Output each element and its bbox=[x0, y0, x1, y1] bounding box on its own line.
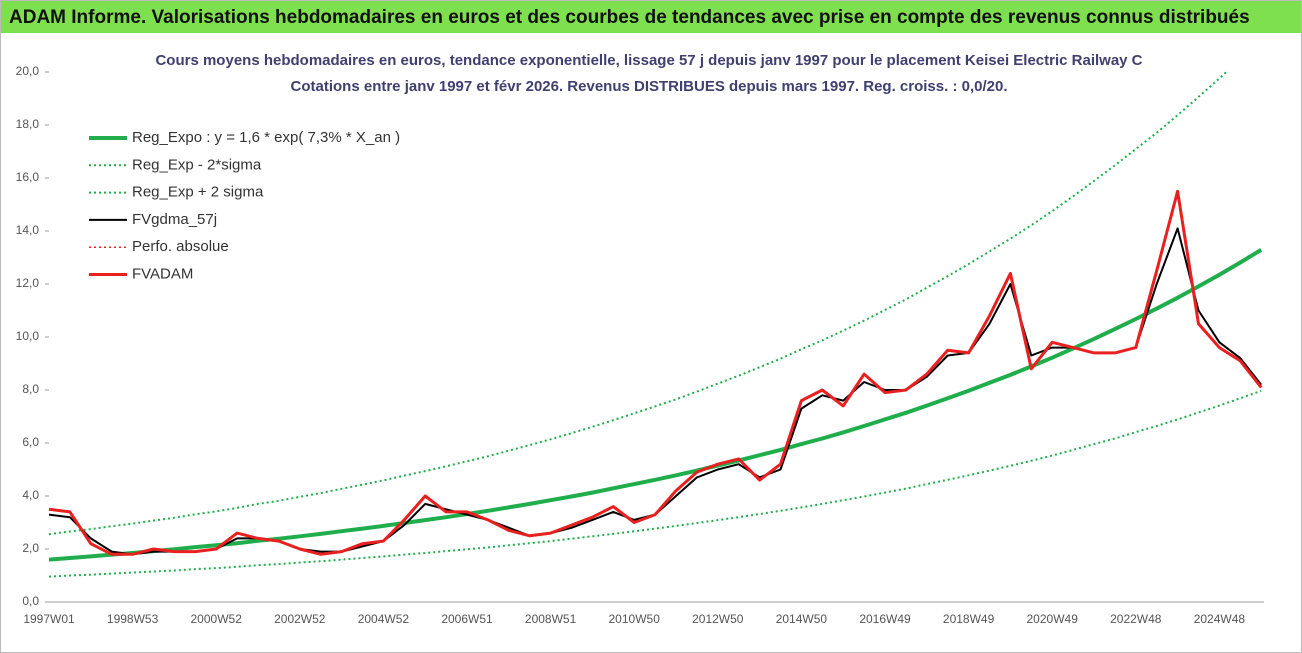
x-tick-label: 2012W50 bbox=[692, 612, 744, 626]
y-tick-label: 8,0 bbox=[22, 382, 39, 396]
y-tick-label: 16,0 bbox=[16, 170, 40, 184]
x-tick-label: 2020W49 bbox=[1027, 612, 1079, 626]
x-tick-label: 1998W53 bbox=[107, 612, 159, 626]
y-tick-label: 2,0 bbox=[22, 541, 39, 555]
series-line bbox=[48, 227, 1262, 556]
y-tick-label: 18,0 bbox=[16, 117, 40, 131]
x-tick-label: 2022W48 bbox=[1110, 612, 1162, 626]
series-line bbox=[48, 248, 1263, 562]
legend-label: Reg_Expo : y = 1,6 * exp( 7,3% * X_an ) bbox=[132, 129, 400, 146]
x-tick-label: 2002W52 bbox=[274, 612, 326, 626]
legend-label: Perfo. absolue bbox=[132, 238, 229, 255]
x-tick-label: 2008W51 bbox=[525, 612, 577, 626]
chart-subtitle: Cotations entre janv 1997 et févr 2026. … bbox=[291, 78, 1008, 95]
x-tick-label: 2014W50 bbox=[776, 612, 828, 626]
series-line bbox=[48, 189, 1263, 556]
chart: Cours moyens hebdomadaires en euros, ten… bbox=[16, 52, 1264, 626]
y-tick-label: 14,0 bbox=[16, 223, 40, 237]
series-line bbox=[48, 71, 1229, 536]
x-tick-label: 2010W50 bbox=[609, 612, 661, 626]
header-title: ADAM Informe. Valorisations hebdomadaire… bbox=[1, 1, 1301, 33]
y-tick-label: 10,0 bbox=[16, 329, 40, 343]
y-tick-label: 0,0 bbox=[22, 594, 39, 608]
legend-label: FVgdma_57j bbox=[132, 211, 217, 228]
x-tick-label: 2004W52 bbox=[358, 612, 410, 626]
x-tick-label: 2016W49 bbox=[859, 612, 911, 626]
y-tick-label: 4,0 bbox=[22, 488, 39, 502]
x-tick-label: 2024W48 bbox=[1194, 612, 1246, 626]
chart-title: Cours moyens hebdomadaires en euros, ten… bbox=[155, 52, 1142, 69]
series-line bbox=[48, 389, 1262, 578]
y-tick-label: 6,0 bbox=[22, 435, 39, 449]
y-tick-label: 12,0 bbox=[16, 276, 40, 290]
x-tick-label: 2000W52 bbox=[191, 612, 243, 626]
legend-label: Reg_Exp + 2 sigma bbox=[132, 184, 264, 201]
legend-label: Reg_Exp - 2*sigma bbox=[132, 156, 262, 173]
y-tick-label: 20,0 bbox=[16, 64, 40, 78]
plot-area bbox=[48, 71, 1263, 578]
x-tick-label: 1997W01 bbox=[23, 612, 75, 626]
x-tick-label: 2018W49 bbox=[943, 612, 995, 626]
legend-label: FVADAM bbox=[132, 265, 193, 282]
series-line bbox=[48, 190, 1262, 556]
x-tick-label: 2006W51 bbox=[441, 612, 493, 626]
